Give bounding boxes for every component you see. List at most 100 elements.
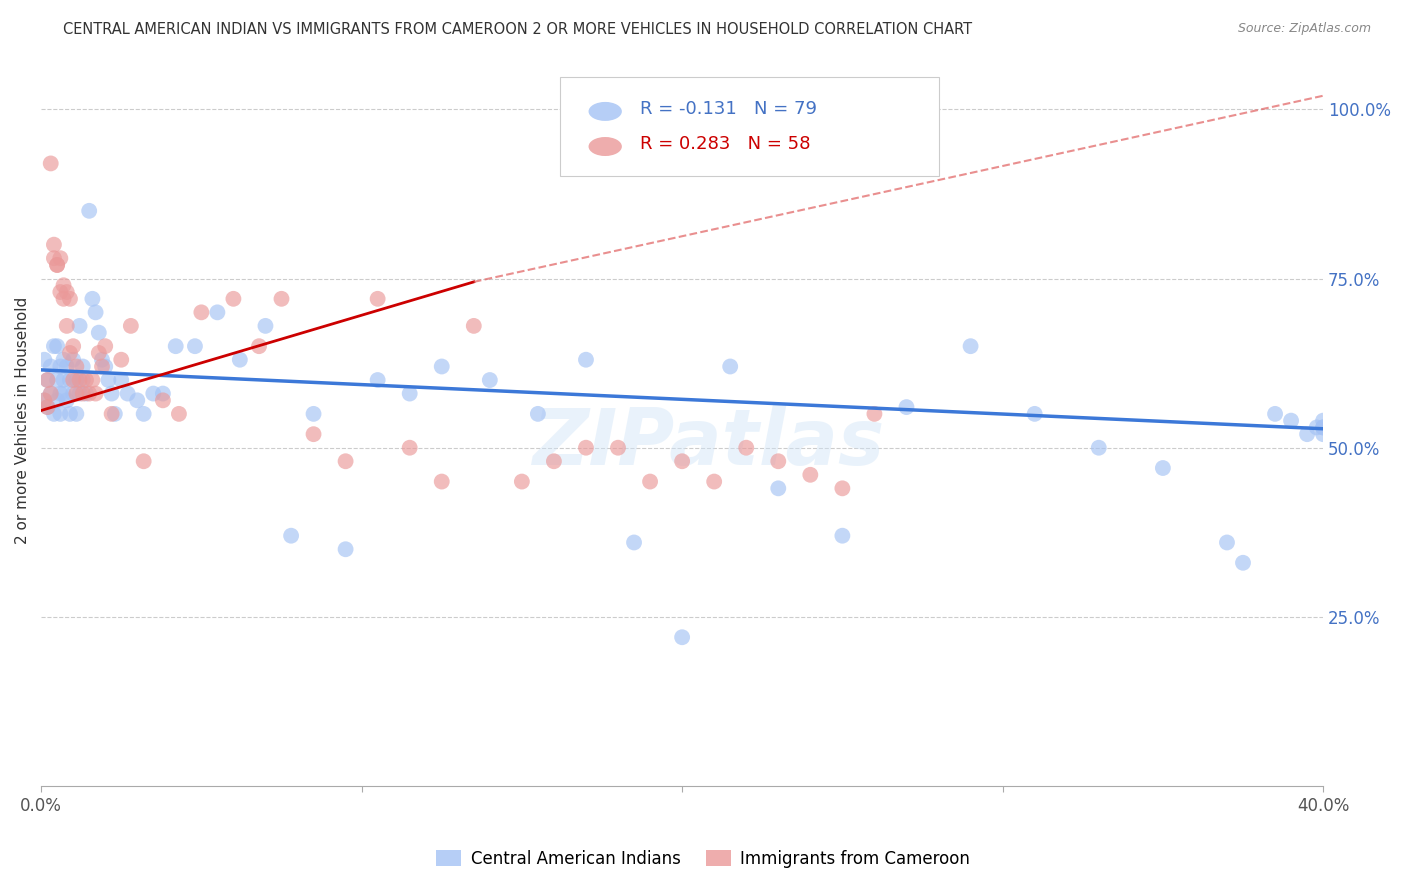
Point bbox=[1296, 427, 1319, 442]
Point bbox=[671, 630, 693, 644]
Point bbox=[62, 339, 84, 353]
Point bbox=[46, 373, 69, 387]
Point bbox=[117, 386, 139, 401]
Point bbox=[55, 393, 77, 408]
Point bbox=[1232, 556, 1254, 570]
Point bbox=[39, 359, 62, 374]
Point bbox=[1312, 420, 1334, 434]
Point bbox=[110, 373, 132, 387]
Point bbox=[59, 292, 82, 306]
Point bbox=[34, 393, 56, 408]
Point bbox=[37, 373, 59, 387]
Point bbox=[167, 407, 190, 421]
Point bbox=[52, 292, 75, 306]
Point bbox=[575, 352, 598, 367]
Point bbox=[638, 475, 661, 489]
Point bbox=[59, 407, 82, 421]
Point bbox=[100, 407, 122, 421]
Point bbox=[270, 292, 292, 306]
Point bbox=[82, 292, 104, 306]
Point bbox=[1306, 420, 1329, 434]
Point bbox=[132, 407, 155, 421]
Point bbox=[39, 386, 62, 401]
Point bbox=[799, 467, 821, 482]
Point bbox=[718, 359, 741, 374]
Point bbox=[302, 427, 325, 442]
Point bbox=[127, 393, 149, 408]
Point bbox=[543, 454, 565, 468]
Point bbox=[831, 481, 853, 495]
Legend: Central American Indians, Immigrants from Cameroon: Central American Indians, Immigrants fro… bbox=[429, 844, 977, 875]
Point bbox=[46, 258, 69, 272]
Point bbox=[1312, 420, 1334, 434]
Text: CENTRAL AMERICAN INDIAN VS IMMIGRANTS FROM CAMEROON 2 OR MORE VEHICLES IN HOUSEH: CENTRAL AMERICAN INDIAN VS IMMIGRANTS FR… bbox=[63, 22, 973, 37]
Point bbox=[152, 386, 174, 401]
Point bbox=[896, 400, 918, 414]
Point bbox=[575, 441, 598, 455]
Point bbox=[1024, 407, 1046, 421]
Point bbox=[430, 475, 453, 489]
Point bbox=[46, 393, 69, 408]
Point bbox=[49, 386, 72, 401]
Point bbox=[100, 386, 122, 401]
Text: ZIPatlas: ZIPatlas bbox=[531, 405, 884, 481]
Point bbox=[165, 339, 187, 353]
Point bbox=[190, 305, 212, 319]
Point bbox=[62, 386, 84, 401]
Point bbox=[72, 386, 94, 401]
Point bbox=[142, 386, 165, 401]
Point bbox=[46, 339, 69, 353]
Point bbox=[87, 326, 110, 340]
Point bbox=[527, 407, 550, 421]
Point bbox=[39, 156, 62, 170]
Point bbox=[46, 258, 69, 272]
FancyBboxPatch shape bbox=[561, 77, 939, 176]
Point bbox=[59, 373, 82, 387]
Circle shape bbox=[589, 137, 621, 156]
Text: R = 0.283   N = 58: R = 0.283 N = 58 bbox=[640, 135, 810, 153]
Point bbox=[72, 359, 94, 374]
Point bbox=[94, 359, 117, 374]
Point bbox=[1087, 441, 1109, 455]
Point bbox=[69, 318, 91, 333]
Point bbox=[69, 373, 91, 387]
Point bbox=[94, 339, 117, 353]
Point bbox=[463, 318, 485, 333]
Point bbox=[39, 386, 62, 401]
Point bbox=[703, 475, 725, 489]
Point bbox=[768, 454, 790, 468]
Point bbox=[959, 339, 981, 353]
Point bbox=[1264, 407, 1286, 421]
Point bbox=[510, 475, 533, 489]
Point bbox=[37, 373, 59, 387]
Point bbox=[37, 400, 59, 414]
Point bbox=[1152, 461, 1174, 475]
Point bbox=[152, 393, 174, 408]
Point bbox=[184, 339, 207, 353]
Point bbox=[77, 386, 100, 401]
Point bbox=[478, 373, 501, 387]
Point bbox=[59, 346, 82, 360]
Point bbox=[87, 346, 110, 360]
Point bbox=[69, 386, 91, 401]
Text: R = -0.131   N = 79: R = -0.131 N = 79 bbox=[640, 100, 817, 118]
Point bbox=[398, 441, 420, 455]
Point bbox=[97, 373, 120, 387]
Point bbox=[831, 529, 853, 543]
Point bbox=[52, 352, 75, 367]
Point bbox=[863, 407, 886, 421]
Point bbox=[91, 359, 114, 374]
Point bbox=[335, 542, 357, 557]
Point bbox=[65, 359, 87, 374]
Point bbox=[623, 535, 645, 549]
Point bbox=[84, 386, 107, 401]
Point bbox=[229, 352, 252, 367]
Point bbox=[132, 454, 155, 468]
Point bbox=[110, 352, 132, 367]
Point bbox=[82, 373, 104, 387]
Point bbox=[207, 305, 229, 319]
Point bbox=[335, 454, 357, 468]
Point bbox=[62, 352, 84, 367]
Point bbox=[52, 386, 75, 401]
Point bbox=[398, 386, 420, 401]
